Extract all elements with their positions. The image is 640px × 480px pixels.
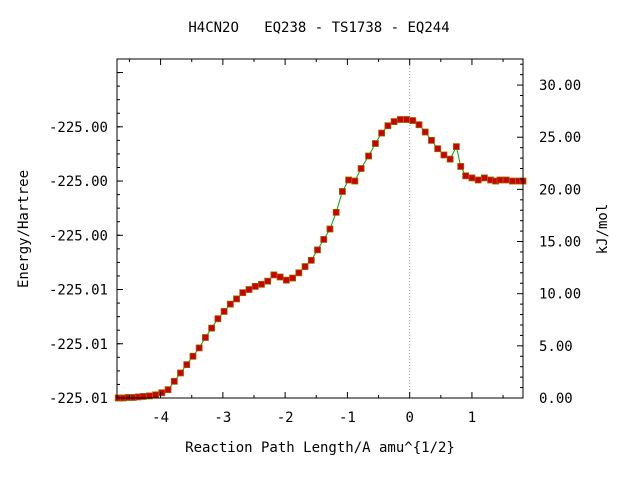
x-tick-label: -1: [339, 410, 356, 426]
y-left-tick-label: -225.00: [49, 120, 108, 136]
data-point: [446, 155, 454, 163]
x-tick-label: -2: [277, 410, 294, 426]
data-point: [378, 129, 386, 137]
series-layer: [114, 59, 527, 402]
y-right-tick-label: 25.00: [539, 130, 581, 146]
x-tick-label: 1: [468, 410, 476, 426]
data-point: [314, 246, 321, 254]
data-point: [276, 273, 284, 281]
chart-title: H4CN2O EQ238 - TS1738 - EQ244: [188, 20, 449, 36]
data-point: [509, 177, 516, 185]
y-left-tick-label: -225.01: [49, 391, 108, 407]
plot-frame: [116, 58, 524, 399]
data-point: [170, 377, 178, 385]
x-axis-label: Reaction Path Length/A amu^{1/2}: [185, 440, 455, 456]
x-tick-label: 0: [405, 410, 413, 426]
data-point: [208, 324, 216, 332]
data-point: [158, 389, 166, 397]
data-point: [264, 277, 272, 285]
y-right-tick-label: 10.00: [539, 287, 581, 303]
y-right-tick-label: 15.00: [539, 235, 581, 251]
data-point: [457, 163, 465, 170]
data-point: [452, 143, 460, 151]
data-point: [428, 136, 435, 144]
y-axis-label-right: kJ/mol: [595, 204, 611, 255]
data-point: [384, 122, 392, 130]
y-right-tick-label: 5.00: [539, 339, 573, 355]
y-right-tick-label: 0.00: [539, 391, 573, 407]
data-point: [480, 174, 488, 182]
data-point: [152, 391, 160, 399]
data-point: [202, 334, 209, 341]
data-point: [326, 225, 334, 233]
data-point: [177, 369, 184, 377]
data-point: [233, 295, 240, 303]
series-line: [118, 119, 523, 399]
data-point: [239, 289, 247, 297]
data-point: [468, 174, 476, 182]
data-point: [320, 236, 328, 243]
data-point: [295, 269, 303, 277]
data-point: [462, 172, 470, 180]
data-point: [214, 315, 222, 323]
data-point: [415, 121, 423, 129]
data-point: [372, 140, 379, 147]
y-right-tick-label: 20.00: [539, 182, 581, 198]
data-point: [396, 116, 404, 123]
y-left-tick-label: -225.01: [49, 337, 108, 353]
y-left-tick-label: -225.00: [49, 228, 108, 244]
axes-layer: -4 -3 -2 -1 0 1 -225.01 -225.01 -225.01 -225.00 -2…: [49, 58, 581, 426]
data-point: [307, 256, 315, 264]
data-point: [301, 263, 309, 270]
data-point: [434, 145, 442, 153]
data-point: [345, 176, 353, 184]
data-point: [351, 177, 359, 185]
data-point: [421, 128, 429, 136]
data-point: [220, 308, 228, 315]
data-point: [390, 118, 398, 125]
data-point: [164, 386, 172, 394]
data-point: [496, 176, 504, 184]
data-point: [226, 300, 234, 308]
data-point: [270, 271, 278, 279]
data-point: [365, 152, 372, 160]
y-right-tick-label: 30.00: [539, 78, 581, 94]
y-axis-label-left: Energy/Hartree: [16, 170, 32, 288]
data-point: [245, 286, 253, 293]
x-tick-label: -4: [152, 410, 169, 426]
data-point: [409, 117, 417, 124]
data-point: [357, 165, 365, 172]
data-point: [183, 361, 191, 369]
data-point: [440, 151, 448, 159]
y-left-tick-label: -225.01: [49, 283, 108, 299]
data-point: [289, 274, 297, 282]
data-point: [282, 276, 290, 284]
data-point: [258, 280, 265, 288]
data-point: [403, 116, 410, 123]
y-left-tick-label: -225.00: [49, 174, 108, 190]
data-point: [139, 393, 147, 400]
data-point: [332, 208, 340, 216]
data-point: [251, 282, 259, 290]
x-tick-label: -3: [214, 410, 231, 426]
data-point: [339, 188, 346, 195]
data-point: [502, 176, 510, 184]
data-point: [474, 176, 482, 184]
data-point: [195, 344, 203, 352]
data-point: [189, 352, 197, 360]
